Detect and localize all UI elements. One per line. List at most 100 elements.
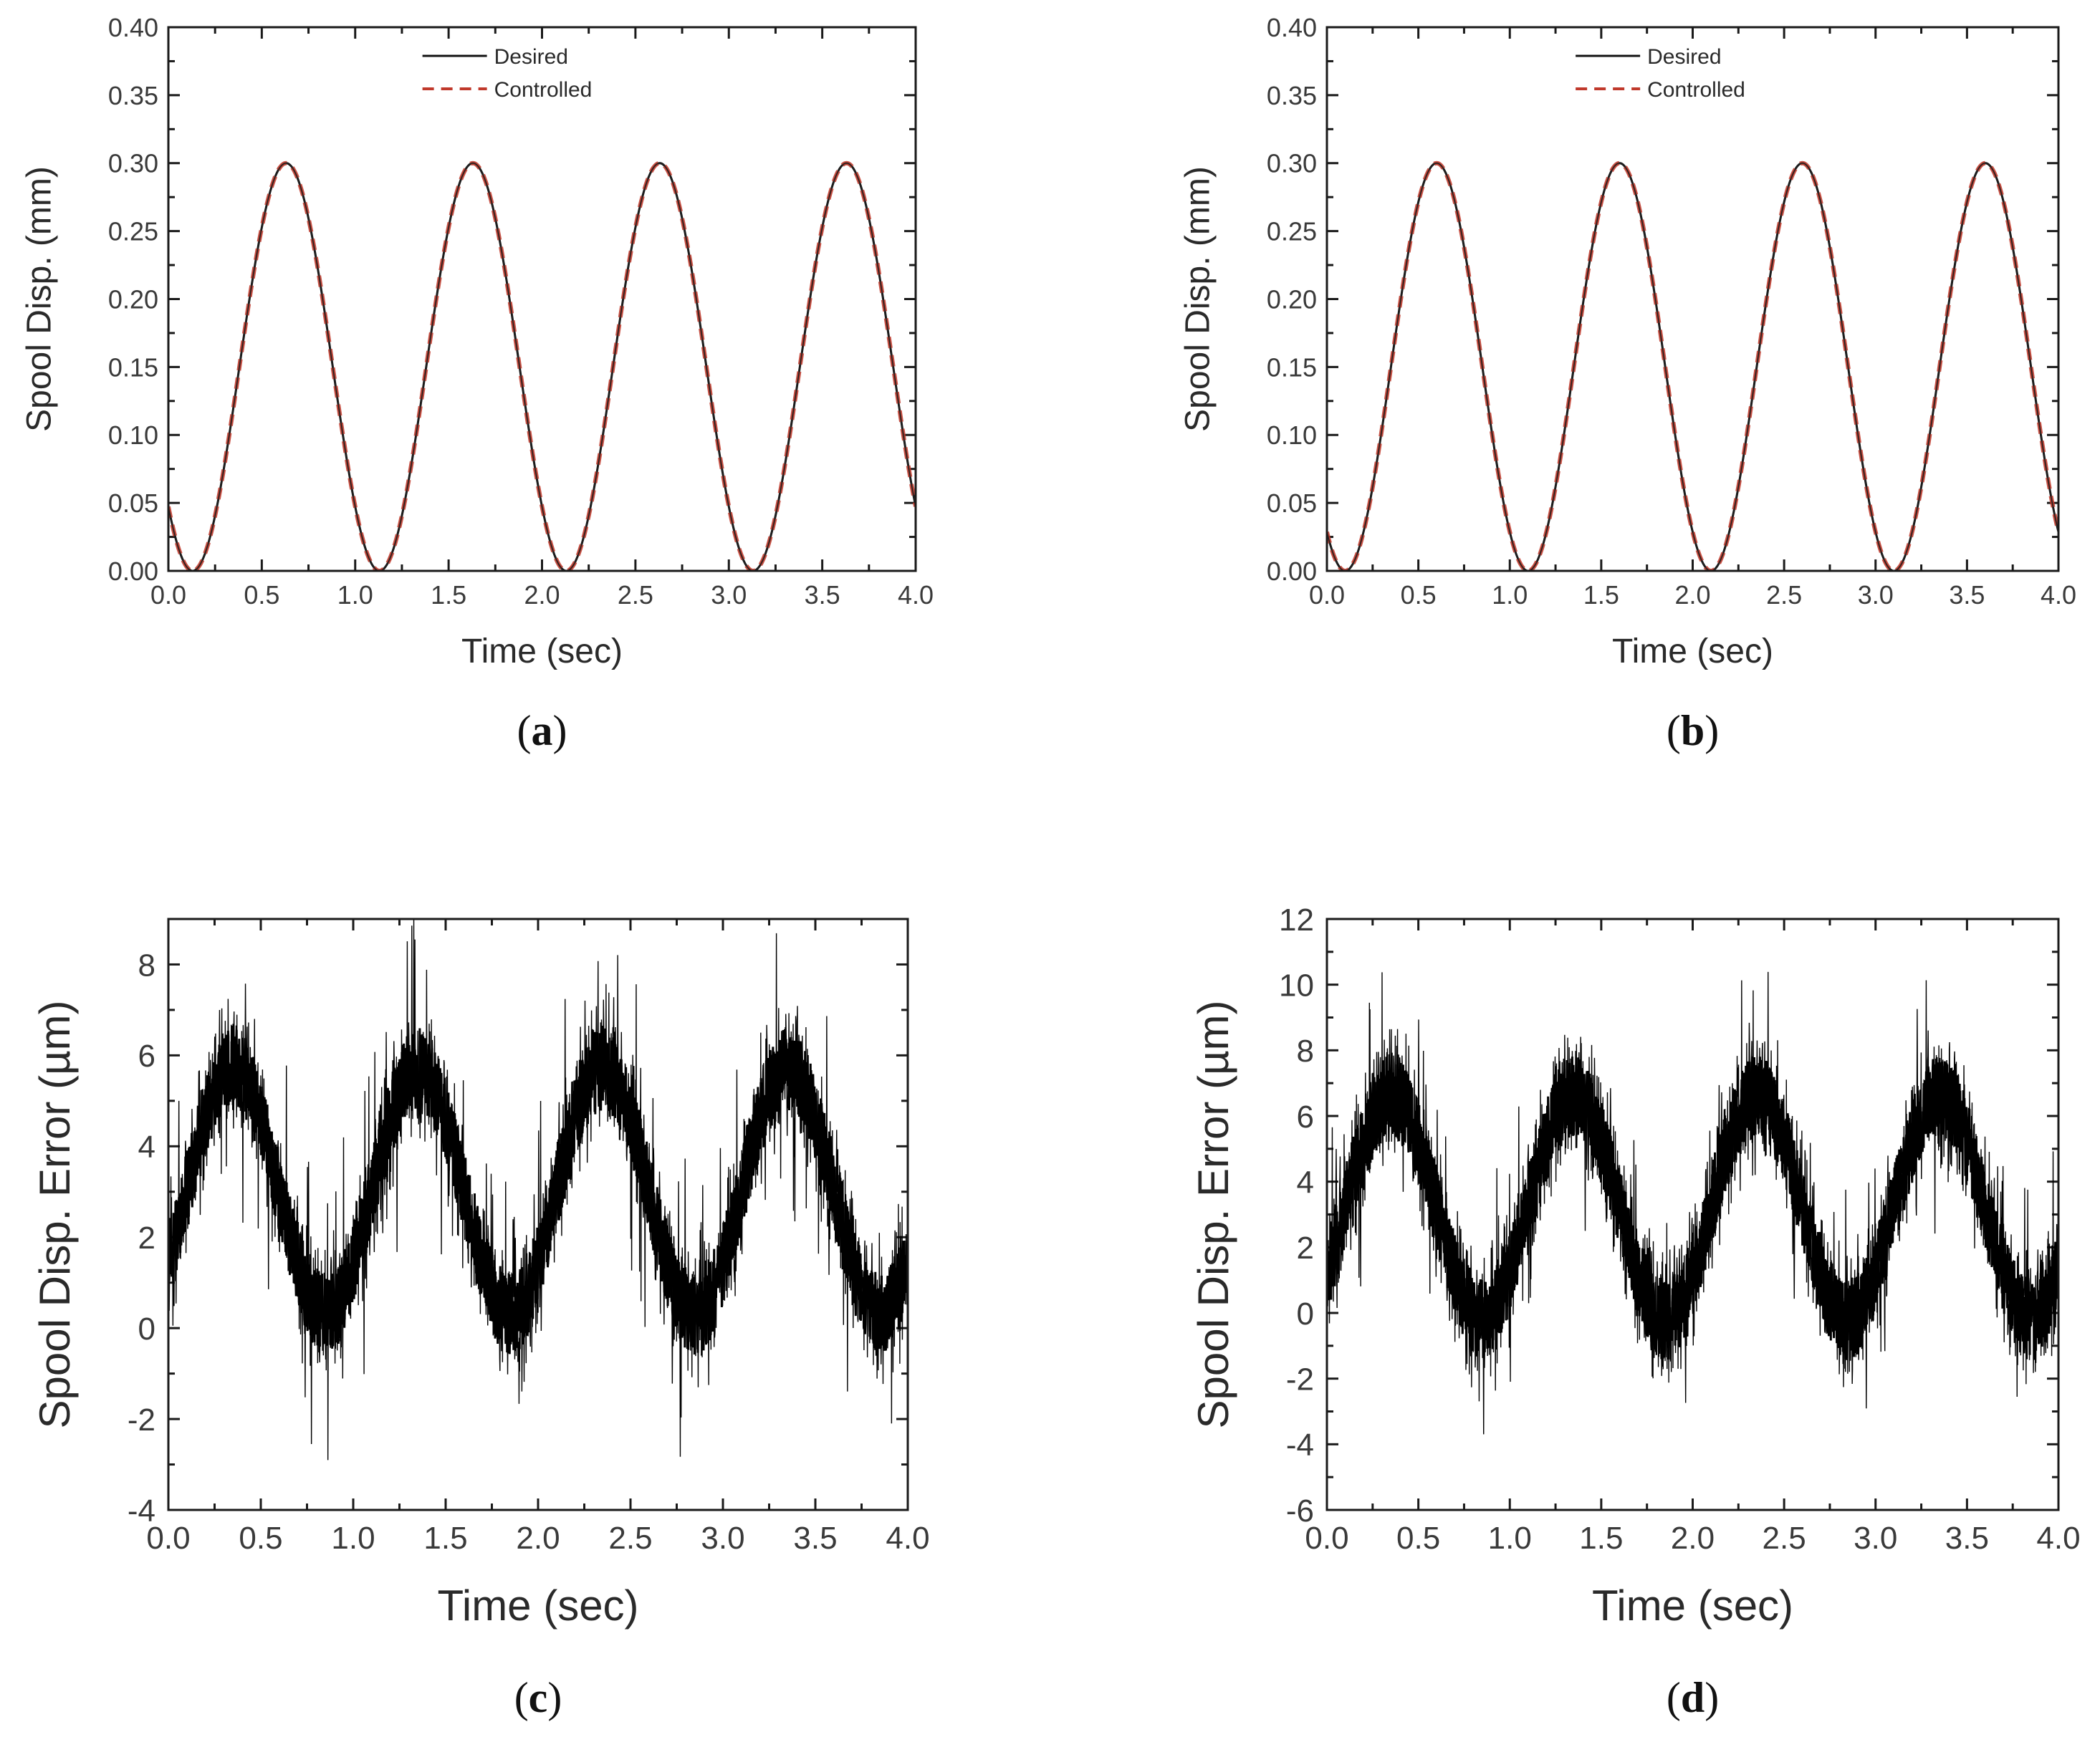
- y-tick-label: -4: [128, 1493, 155, 1529]
- chart-a: 0.0 0.5 1.0 1.5 2.0 2.5 3.0 3.5 4.0 0.00 0.05 0.10 0…: [21, 13, 934, 754]
- x-tick-label: 0.5: [1396, 1521, 1440, 1556]
- y-tick-label: 6: [138, 1039, 155, 1074]
- y-tick-label: 0.10: [1267, 420, 1317, 450]
- y-tick-label: 0.10: [108, 420, 158, 450]
- y-tick-label: -4: [1286, 1428, 1314, 1463]
- panel-letter: a: [532, 707, 553, 754]
- legend-label-controlled: Controlled: [494, 78, 593, 102]
- plot-frame: [167, 26, 917, 572]
- series-error-core: [1327, 1056, 2058, 1360]
- panel-letter: c: [529, 1674, 548, 1721]
- chart-d: 0.0 0.5 1.0 1.5 2.0 2.5 3.0 3.5 4.0 -6 -4 -2 0 2 4 6 8 10…: [1189, 903, 2081, 1721]
- x-tick-label: 2.5: [608, 1521, 652, 1556]
- x-tick-label: 1.5: [1583, 580, 1619, 610]
- series-desired-overlay: [168, 162, 916, 571]
- x-tick-label: 1.0: [1492, 580, 1528, 610]
- y-tick-label: 0.15: [108, 352, 158, 382]
- x-tick-label: 4.0: [886, 1521, 929, 1556]
- panel-caption: (c): [514, 1674, 562, 1721]
- y-tick-label: 0.30: [1267, 149, 1317, 178]
- x-axis-label: Time (sec): [437, 1582, 638, 1630]
- y-tick-label: 4: [138, 1130, 155, 1165]
- legend-label-desired: Desired: [494, 45, 568, 69]
- y-tick-label: 0: [138, 1312, 155, 1347]
- y-tick-label: 0.20: [108, 284, 158, 314]
- x-axis-label: Time (sec): [461, 632, 623, 670]
- series-controlled: [168, 160, 916, 571]
- y-tick-label: 4: [1297, 1165, 1314, 1200]
- y-tick-label: -2: [1286, 1362, 1314, 1397]
- y-axis-label: Spool Disp. (mm): [1179, 166, 1217, 432]
- y-tick-label: -6: [1286, 1493, 1314, 1529]
- plot-frame: [1325, 26, 2060, 572]
- legend-label-controlled: Controlled: [1647, 78, 1745, 102]
- x-tick-label: 0.0: [1309, 580, 1345, 610]
- y-tick-label: 0.20: [1267, 284, 1317, 314]
- y-tick-label: 10: [1279, 968, 1314, 1004]
- y-tick-label: 0.25: [108, 217, 158, 246]
- y-tick-label: 8: [1297, 1034, 1314, 1069]
- x-tick-label: 1.5: [423, 1521, 467, 1556]
- plot-frame: [1325, 918, 2060, 1511]
- series-controlled: [1327, 160, 2058, 571]
- x-tick-label: 2.0: [1674, 580, 1710, 610]
- x-tick-label: 2.0: [524, 580, 560, 610]
- y-tick-label: 8: [138, 948, 155, 983]
- x-tick-label: 1.0: [337, 580, 373, 610]
- x-tick-label: 2.5: [618, 580, 653, 610]
- panel-letter: d: [1681, 1674, 1705, 1721]
- x-tick-label: 4.0: [898, 580, 934, 610]
- x-tick-label: 2.0: [1671, 1521, 1715, 1556]
- y-tick-label: 0.00: [108, 557, 158, 586]
- x-tick-label: 3.5: [805, 580, 840, 610]
- y-tick-label: 12: [1279, 903, 1314, 938]
- x-tick-label: 0.5: [1401, 580, 1437, 610]
- y-tick-label: 0.05: [108, 489, 158, 518]
- x-tick-label: 3.5: [1945, 1521, 1989, 1556]
- y-axis-label: Spool Disp. (mm): [21, 166, 59, 432]
- x-tick-label: 1.0: [1488, 1521, 1532, 1556]
- y-tick-label: 0.40: [108, 13, 158, 42]
- x-tick-label: 3.5: [793, 1521, 837, 1556]
- series-desired-overlay: [1327, 162, 2058, 571]
- x-tick-label: 4.0: [2036, 1521, 2080, 1556]
- x-tick-label: 1.0: [331, 1521, 375, 1556]
- x-tick-label: 2.5: [1766, 580, 1802, 610]
- plot-frame: [167, 918, 909, 1511]
- x-axis-label: Time (sec): [1592, 1582, 1793, 1630]
- x-tick-label: 3.0: [701, 1521, 744, 1556]
- chart-b: 0.0 0.5 1.0 1.5 2.0 2.5 3.0 3.5 4.0 0.00 0.05 0.10 0…: [1179, 13, 2076, 754]
- series-desired: [1327, 162, 2058, 571]
- y-tick-label: 0.15: [1267, 352, 1317, 382]
- y-tick-label: 6: [1297, 1100, 1314, 1135]
- panel-caption: (b): [1667, 707, 1719, 754]
- x-tick-label: 0.0: [150, 580, 186, 610]
- x-tick-label: 0.5: [239, 1521, 282, 1556]
- x-tick-label: 0.5: [244, 580, 279, 610]
- x-tick-label: 2.0: [516, 1521, 560, 1556]
- x-tick-label: 3.5: [1949, 580, 1985, 610]
- y-axis-label: Spool Disp. Error (µm): [31, 1000, 79, 1428]
- y-tick-label: 0.05: [1267, 489, 1317, 518]
- x-tick-label: 4.0: [2041, 580, 2076, 610]
- x-tick-label: 3.0: [711, 580, 747, 610]
- y-tick-label: -2: [128, 1402, 155, 1438]
- y-tick-label: 2: [1297, 1231, 1314, 1266]
- x-tick-label: 1.5: [1579, 1521, 1623, 1556]
- x-tick-label: 1.5: [431, 580, 466, 610]
- x-tick-label: 2.5: [1763, 1521, 1806, 1556]
- panel-letter: b: [1681, 707, 1705, 754]
- y-tick-label: 0.40: [1267, 13, 1317, 42]
- y-tick-label: 0: [1297, 1296, 1314, 1332]
- x-tick-label: 3.0: [1858, 580, 1894, 610]
- panel-caption: (a): [517, 707, 567, 754]
- x-tick-label: 0.0: [146, 1521, 190, 1556]
- panel-caption: (d): [1667, 1674, 1719, 1721]
- y-tick-label: 0.35: [1267, 81, 1317, 110]
- series-error-core: [168, 1028, 908, 1355]
- y-tick-label: 0.25: [1267, 217, 1317, 246]
- y-axis-label: Spool Disp. Error (µm): [1189, 1000, 1237, 1428]
- y-tick-label: 2: [138, 1221, 155, 1256]
- y-tick-label: 0.35: [108, 81, 158, 110]
